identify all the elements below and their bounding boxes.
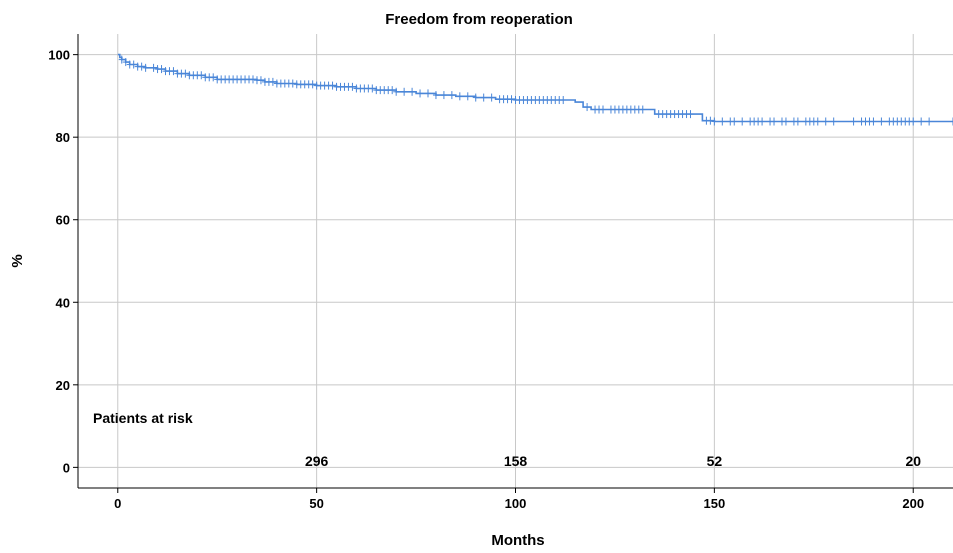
x-tick-label: 200 [902, 496, 924, 511]
censor-mark [926, 117, 933, 126]
risk-count: 296 [305, 453, 329, 469]
censor-mark [170, 67, 177, 76]
censor-mark [198, 71, 205, 80]
censor-mark [918, 117, 925, 126]
risk-count: 52 [707, 453, 723, 469]
x-tick-label: 50 [309, 496, 323, 511]
censor-mark [425, 89, 431, 98]
censor-mark [142, 63, 149, 72]
risk-count: 158 [504, 453, 528, 469]
censor-mark [130, 60, 137, 69]
censor-mark [600, 105, 606, 114]
y-axis-label: % [9, 254, 26, 267]
censor-mark [389, 86, 396, 95]
y-tick-label: 40 [56, 295, 70, 310]
censor-mark [472, 93, 479, 102]
censor-mark [448, 91, 455, 100]
censor-mark [711, 117, 718, 126]
risk-count: 20 [905, 453, 921, 469]
censor-mark [822, 117, 829, 126]
censor-mark [369, 84, 376, 93]
tick-labels: 0 50 100 150 200 0 20 40 60 80 100 [48, 48, 924, 511]
censor-mark [910, 117, 917, 126]
censor-mark [480, 93, 487, 102]
risk-table-label: Patients at risk [93, 410, 193, 426]
censor-mark [508, 95, 515, 104]
censor-mark [210, 73, 217, 82]
x-tick-label: 0 [114, 496, 121, 511]
censor-mark [830, 117, 837, 126]
censor-mark [771, 117, 778, 126]
censor-mark [118, 55, 125, 64]
censor-mark [329, 81, 336, 90]
x-tick-label: 100 [505, 496, 527, 511]
x-axis-label: Months [491, 532, 544, 549]
censor-mark [440, 91, 447, 100]
censor-mark [393, 87, 400, 96]
gridlines [78, 34, 953, 488]
censor-mark [250, 75, 256, 84]
censor-mark [417, 89, 424, 98]
censor-mark [794, 117, 801, 126]
censor-mark [269, 77, 276, 86]
censor-mark [409, 87, 416, 96]
x-tick-label: 150 [704, 496, 726, 511]
y-tick-label: 100 [48, 48, 70, 63]
censor-mark [814, 117, 821, 126]
risk-table: Patients at risk 296 158 52 20 [93, 410, 921, 469]
censor-mark [464, 92, 471, 101]
y-tick-label: 20 [56, 378, 70, 393]
censor-mark [584, 103, 591, 112]
censor-mark [639, 105, 646, 114]
censor-mark [349, 82, 356, 91]
censor-mark [950, 117, 953, 126]
censor-mark [782, 117, 789, 126]
censor-mark [719, 117, 726, 126]
y-tick-label: 0 [63, 460, 70, 475]
censor-mark [687, 110, 694, 119]
censor-mark [878, 117, 885, 126]
censor-mark [150, 63, 157, 72]
censor-mark [850, 117, 857, 126]
y-tick-label: 60 [56, 213, 70, 228]
censor-mark [560, 96, 567, 105]
censor-mark [401, 87, 408, 96]
censor-mark [309, 80, 316, 89]
censor-mark [158, 65, 165, 74]
censor-mark [488, 93, 495, 102]
censor-mark [759, 117, 766, 126]
censor-mark [456, 92, 463, 101]
axes [73, 34, 953, 493]
censor-mark [731, 117, 738, 126]
survival-series [117, 53, 953, 126]
chart-title: Freedom from reoperation [385, 11, 573, 28]
censor-mark [138, 62, 145, 71]
censor-mark [122, 58, 129, 67]
censor-mark [870, 117, 877, 126]
censor-mark [432, 91, 439, 100]
censor-mark [739, 117, 746, 126]
censor-mark [257, 76, 264, 85]
censor-mark [289, 79, 296, 88]
y-tick-label: 80 [56, 130, 70, 145]
censor-mark [707, 116, 714, 125]
censor-mark [182, 69, 189, 78]
survival-curve [117, 53, 953, 123]
